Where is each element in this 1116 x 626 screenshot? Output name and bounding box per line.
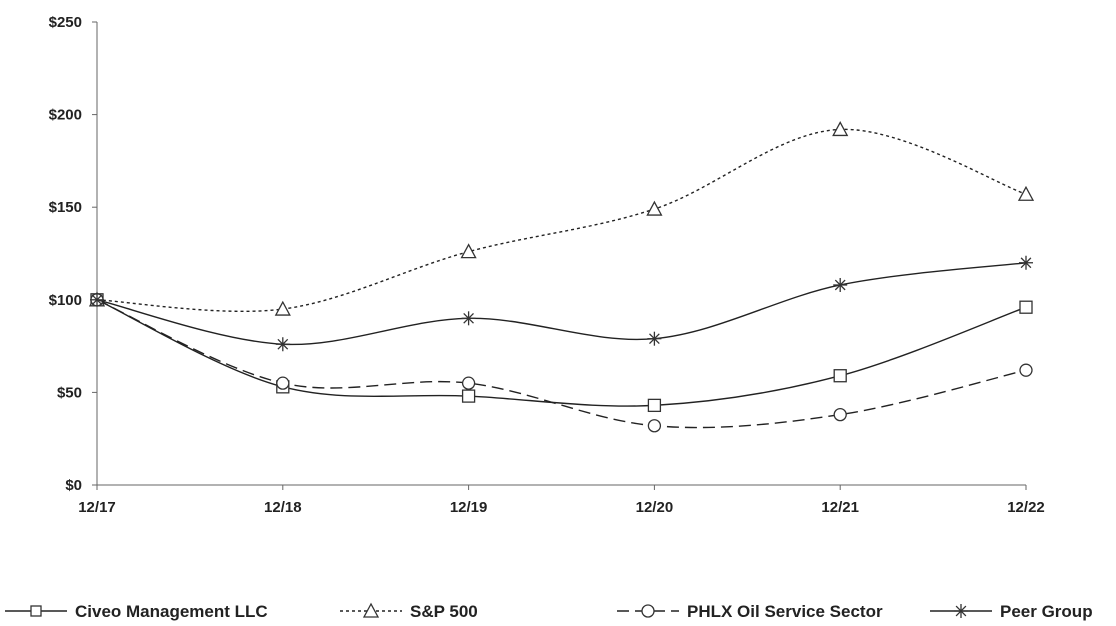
legend-swatch-marker — [954, 604, 968, 618]
data-point-phlx-oil-service-sector — [276, 376, 290, 390]
legend-swatch-marker — [30, 605, 42, 617]
data-point-peer-group — [461, 311, 476, 326]
y-tick-label: $250 — [49, 14, 82, 31]
legend-item-phlx-oil-service-sector: PHLX Oil Service Sector — [617, 602, 883, 621]
legend-item-s-p-500: S&P 500 — [340, 602, 478, 621]
data-point-s-p-500 — [832, 121, 849, 137]
data-point-peer-group — [90, 292, 104, 307]
x-tick-label: 12/22 — [1007, 499, 1045, 516]
x-tick-label: 12/21 — [821, 499, 859, 516]
series-line-phlx-oil-service-sector — [96, 299, 1027, 429]
series-line-peer-group — [96, 262, 1027, 346]
data-point-civeo-management-llc — [833, 369, 847, 383]
legend-label: S&P 500 — [410, 602, 478, 621]
y-tick-label: $200 — [49, 107, 82, 124]
y-tick-labels: $0 $50 $100 $150 $200 $250 — [49, 14, 82, 494]
data-point-peer-group — [275, 337, 290, 352]
data-point-phlx-oil-service-sector — [647, 419, 662, 433]
x-tick-label: 12/17 — [78, 499, 116, 516]
data-point-civeo-management-llc — [1019, 300, 1033, 314]
series-s-p-500 — [88, 121, 1035, 316]
data-point-s-p-500 — [646, 200, 663, 216]
x-tick-label: 12/20 — [636, 499, 674, 516]
data-point-peer-group — [833, 277, 848, 292]
chart-legend: Civeo Management LLC S&P 500 PHLX Oil Serv… — [5, 602, 1093, 621]
data-point-peer-group — [1019, 255, 1033, 270]
data-point-s-p-500 — [1017, 185, 1035, 201]
series-line-civeo-management-llc — [96, 299, 1027, 407]
legend-label: Peer Group — [1000, 602, 1093, 621]
y-tick-label: $100 — [49, 292, 82, 309]
chart-series — [88, 121, 1035, 433]
legend-swatch-marker — [362, 602, 380, 618]
x-tick-label: 12/19 — [450, 499, 488, 516]
y-tick-label: $150 — [49, 199, 82, 216]
legend-item-civeo-management-llc: Civeo Management LLC — [5, 602, 268, 621]
y-tick-label: $0 — [65, 477, 82, 494]
data-point-phlx-oil-service-sector — [1019, 363, 1033, 377]
legend-item-peer-group: Peer Group — [930, 602, 1093, 621]
series-phlx-oil-service-sector — [90, 293, 1033, 433]
series-line-s-p-500 — [96, 128, 1027, 313]
legend-swatch-marker — [641, 604, 655, 618]
legend-label: Civeo Management LLC — [75, 602, 268, 621]
data-point-s-p-500 — [460, 243, 477, 259]
x-tick-label: 12/18 — [264, 499, 302, 516]
series-civeo-management-llc — [90, 293, 1033, 413]
data-point-s-p-500 — [274, 300, 291, 316]
data-point-civeo-management-llc — [647, 398, 662, 413]
chart-axes — [92, 21, 1027, 490]
data-point-peer-group — [647, 331, 662, 346]
y-tick-label: $50 — [57, 384, 82, 401]
legend-label: PHLX Oil Service Sector — [687, 602, 883, 621]
data-point-phlx-oil-service-sector — [833, 407, 847, 422]
series-peer-group — [90, 255, 1033, 352]
data-point-civeo-management-llc — [461, 389, 476, 403]
x-tick-labels: 12/17 12/18 12/19 12/20 12/21 12/22 — [78, 499, 1045, 516]
data-point-phlx-oil-service-sector — [461, 376, 476, 390]
